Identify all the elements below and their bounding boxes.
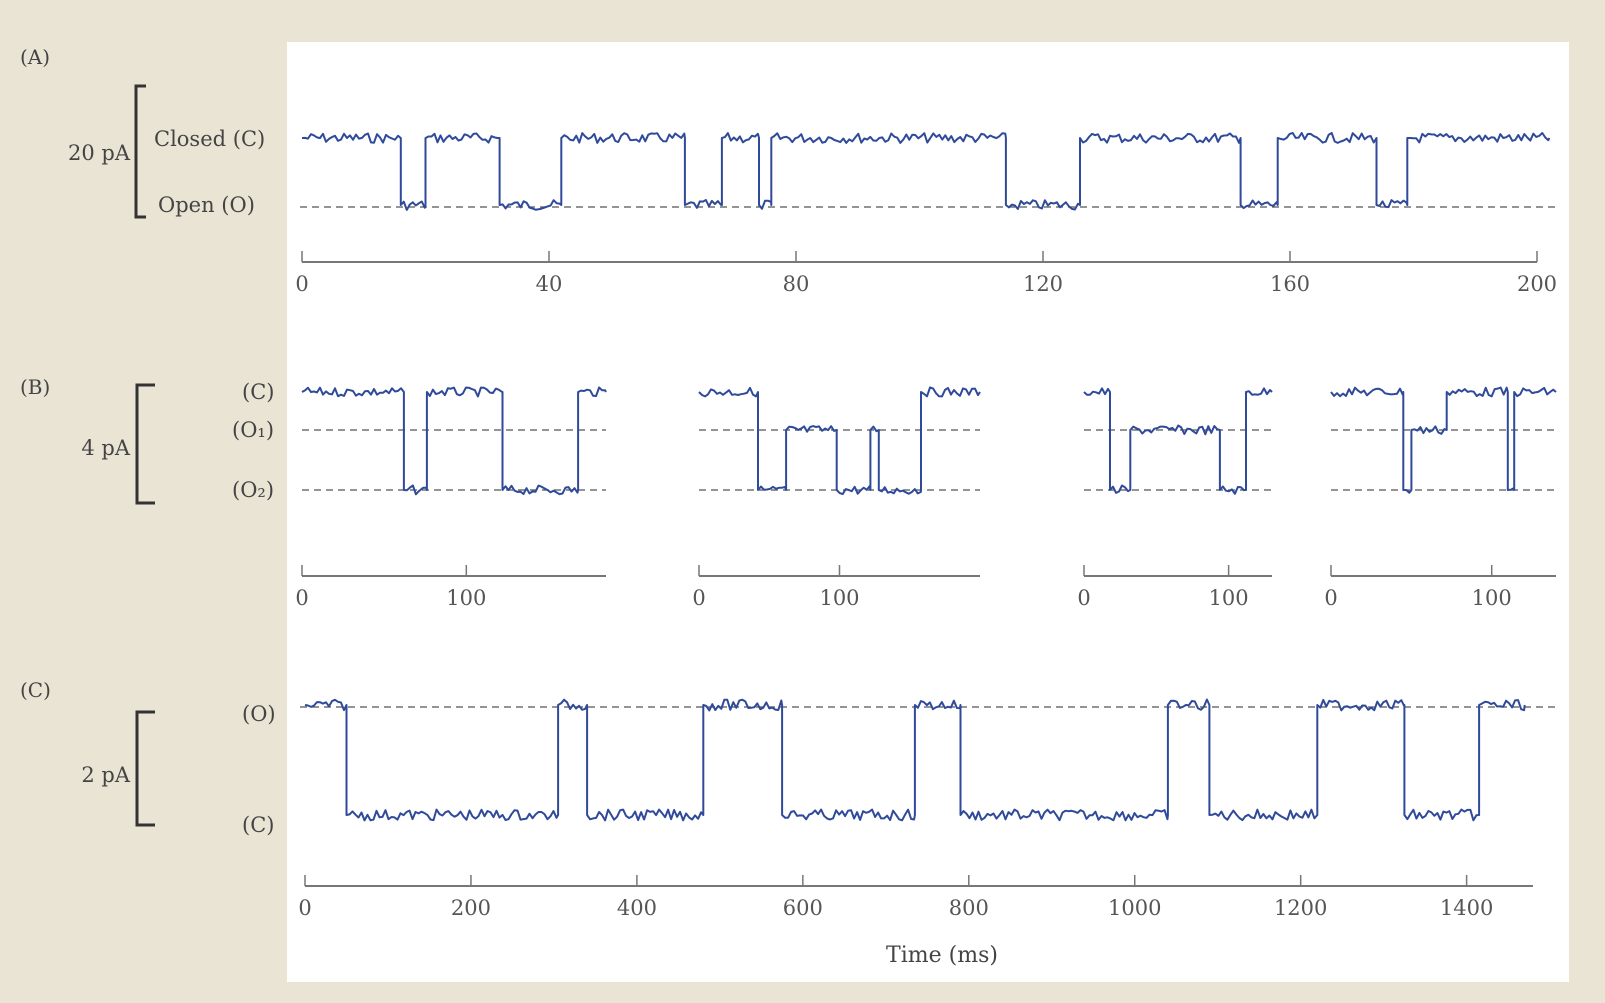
level-label-closed-b: (C): [242, 380, 274, 404]
panel-b: (B) 4 pA (C) (O₁) (O₂) 0 100 0 100 0 100 0 100: [20, 375, 1557, 610]
trace-b-3: [1083, 387, 1273, 495]
axis-b-4-tick-label: 0: [1324, 586, 1337, 610]
axis-b-3-tick-label: 0: [1077, 586, 1090, 610]
axis-a-tick-label: 120: [1023, 272, 1063, 296]
axis-c-tick-label: 400: [617, 896, 657, 920]
trace-c: [304, 698, 1526, 822]
axis-b-1-tick-label: 100: [446, 586, 486, 610]
axis-c-tick-label: 1000: [1108, 896, 1161, 920]
axis-a-tick-label: 200: [1517, 272, 1557, 296]
axis-b-3-tick-label: 100: [1209, 586, 1249, 610]
scale-label-b: 4 pA: [81, 436, 130, 460]
panel-a: (A) 20 pA Closed (C) Open (O) 0 40 80 120 16…: [20, 45, 1557, 296]
axis-a-tick-label: 40: [536, 272, 563, 296]
level-label-closed-a: Closed (C): [154, 127, 265, 151]
scale-bar-c: [135, 710, 155, 827]
axis-c-tick-label: 600: [783, 896, 823, 920]
axis-c-tick-label: 1200: [1274, 896, 1327, 920]
axis-c-tick-label: 200: [451, 896, 491, 920]
level-label-o2-b: (O₂): [232, 478, 274, 502]
panel-c-label: (C): [20, 678, 51, 702]
level-label-open-a: Open (O): [158, 193, 255, 217]
trace-b-4: [1330, 386, 1557, 494]
panel-c: (C) 2 pA (O) (C) 0 200 400 600 800 1000 1200 14…: [20, 678, 1555, 968]
scale-bar-a: [134, 84, 146, 219]
panel-a-label: (A): [20, 45, 50, 69]
time-axis-a: 0 40 80 120 160 200: [295, 251, 1557, 296]
trace-b-1: [301, 386, 607, 496]
axis-a-tick-label: 80: [783, 272, 810, 296]
axis-c-tick-label: 1400: [1440, 896, 1493, 920]
scale-label-c: 2 pA: [81, 763, 130, 787]
level-label-closed-c: (C): [242, 813, 274, 837]
time-axes-b: 0 100 0 100 0 100 0 100: [295, 565, 1556, 610]
axis-b-2-tick-label: 0: [692, 586, 705, 610]
axis-b-4-tick-label: 100: [1472, 586, 1512, 610]
panel-b-label: (B): [20, 375, 50, 399]
trace-a-path: [301, 132, 1551, 211]
level-label-open-c: (O): [242, 702, 276, 726]
axis-a-tick-label: 160: [1270, 272, 1310, 296]
time-axis-c: 0 200 400 600 800 1000 1200 1400: [298, 875, 1533, 920]
axis-c-tick-label: 0: [298, 896, 311, 920]
level-label-o1-b: (O₁): [232, 418, 274, 442]
trace-b-2: [698, 386, 981, 496]
axis-b-2-tick-label: 100: [819, 586, 859, 610]
trace-c-path: [304, 698, 1526, 822]
traces-b: [301, 386, 1557, 496]
axis-b-1-tick-label: 0: [295, 586, 308, 610]
axis-a-tick-label: 0: [295, 272, 308, 296]
axis-c-tick-label: 800: [949, 896, 989, 920]
scale-bar-b: [135, 383, 155, 505]
scale-label-a: 20 pA: [68, 141, 131, 165]
x-axis-title: Time (ms): [886, 943, 998, 968]
trace-a: [301, 132, 1551, 211]
plot-area: [287, 42, 1569, 982]
